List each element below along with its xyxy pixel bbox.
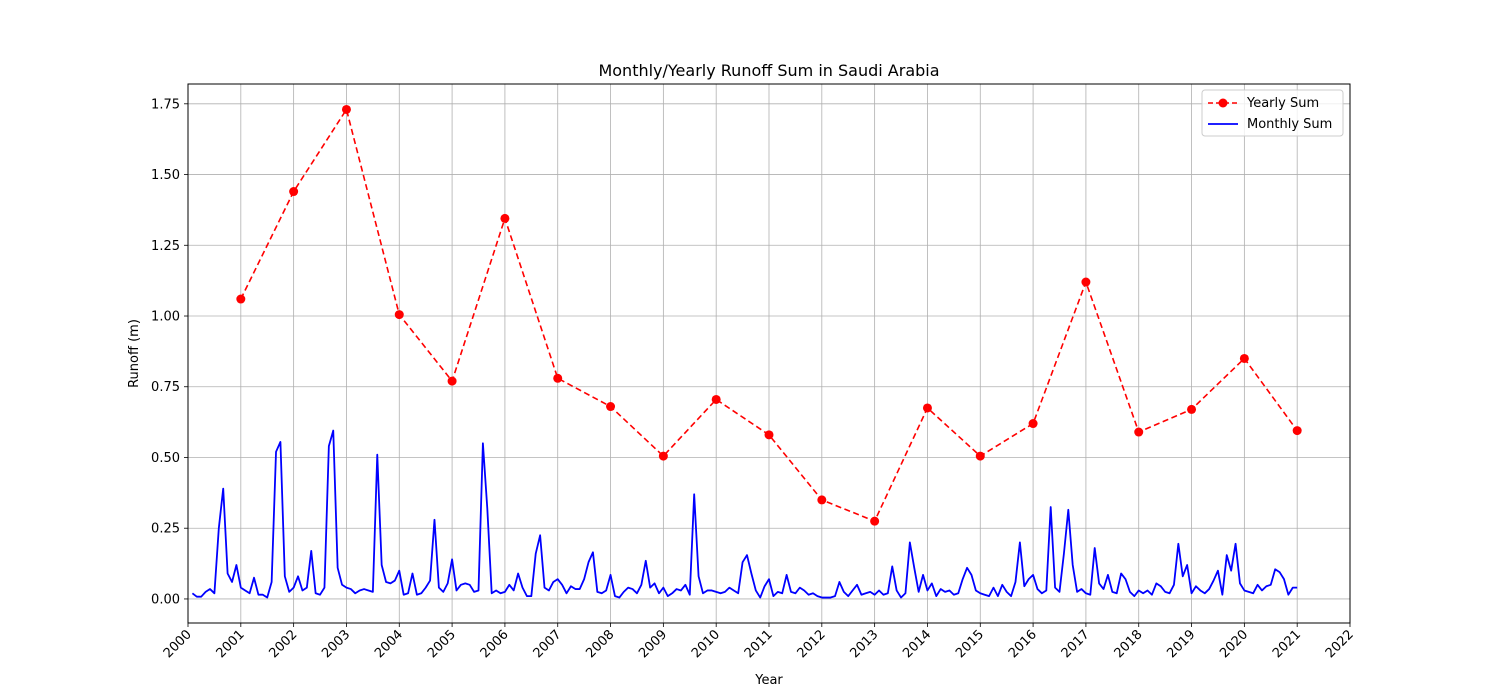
grid-layer [187,84,1351,623]
x-tick-label: 2018 [1112,627,1146,661]
x-tick-label: 2009 [636,627,670,661]
x-tick-label: 2016 [1006,627,1040,661]
x-tick-label: 2003 [319,627,353,661]
x-tick-label: 2015 [953,627,987,661]
legend-yearly-label: Yearly Sum [1246,96,1319,111]
y-tick-label: 0.50 [151,451,180,466]
x-tick-label: 2010 [689,627,723,661]
x-tick-label: 2017 [1059,627,1093,661]
y-tick-label: 0.25 [151,522,180,537]
yearly-sum-point [764,430,774,440]
yearly-sum-point [658,451,668,461]
legend: Yearly Sum Monthly Sum [1201,89,1344,137]
y-tick-label: 1.50 [151,168,180,183]
x-tick-label: 2022 [1323,627,1357,661]
x-tick-label: 2019 [1164,627,1198,661]
x-tick-label: 2020 [1217,627,1251,661]
x-tick-label: 2004 [372,627,406,661]
x-tick-label: 2007 [531,627,565,661]
y-axis-label: Runoff (m) [127,319,142,388]
yearly-sum-point [236,294,246,304]
yearly-sum-point [975,451,985,461]
yearly-sum-point [711,394,721,404]
yearly-sum-point [1187,404,1197,414]
yearly-sum-point [1081,277,1091,287]
x-tick-label: 2012 [795,627,829,661]
x-tick-label: 2008 [583,627,617,661]
monthly-sum-line [191,429,1298,599]
x-tick-label: 2021 [1270,627,1304,661]
y-tick-label: 0.00 [151,592,180,607]
yearly-sum-point [341,104,351,114]
yearly-sum-point [289,187,299,197]
yearly-sum-point [553,373,563,383]
yearly-sum-point [1292,426,1302,436]
x-tick-label: 2006 [478,627,512,661]
legend-monthly-label: Monthly Sum [1247,117,1332,132]
y-tick-label: 0.75 [151,380,180,395]
yearly-sum-point [1028,419,1038,429]
yearly-sum-point [394,310,404,320]
x-tick-label: 2005 [425,627,459,661]
x-axis-label: Year [754,673,783,688]
y-tick-label: 1.00 [151,310,180,325]
yearly-sum-point [500,213,510,223]
yearly-sum-point [870,516,880,526]
legend-yearly-marker [1218,98,1228,108]
x-tick-label: 2000 [161,627,195,661]
yearly-sum-point [922,403,932,413]
yearly-sum-point [817,495,827,505]
yearly-sum-point [606,402,616,412]
x-tick-label: 2014 [900,627,934,661]
series-layer [191,104,1302,599]
yearly-sum-point [1239,353,1249,363]
x-tick-label: 2001 [214,627,248,661]
yearly-sum-point [447,376,457,386]
y-tick-label: 1.25 [151,239,180,254]
x-tick-label: 2013 [847,627,881,661]
chart-title: Monthly/Yearly Runoff Sum in Saudi Arabi… [598,61,939,80]
x-tick-label: 2002 [266,627,300,661]
x-tick-label: 2011 [742,627,776,661]
y-tick-label: 1.75 [151,97,180,112]
yearly-sum-point [1134,427,1144,437]
